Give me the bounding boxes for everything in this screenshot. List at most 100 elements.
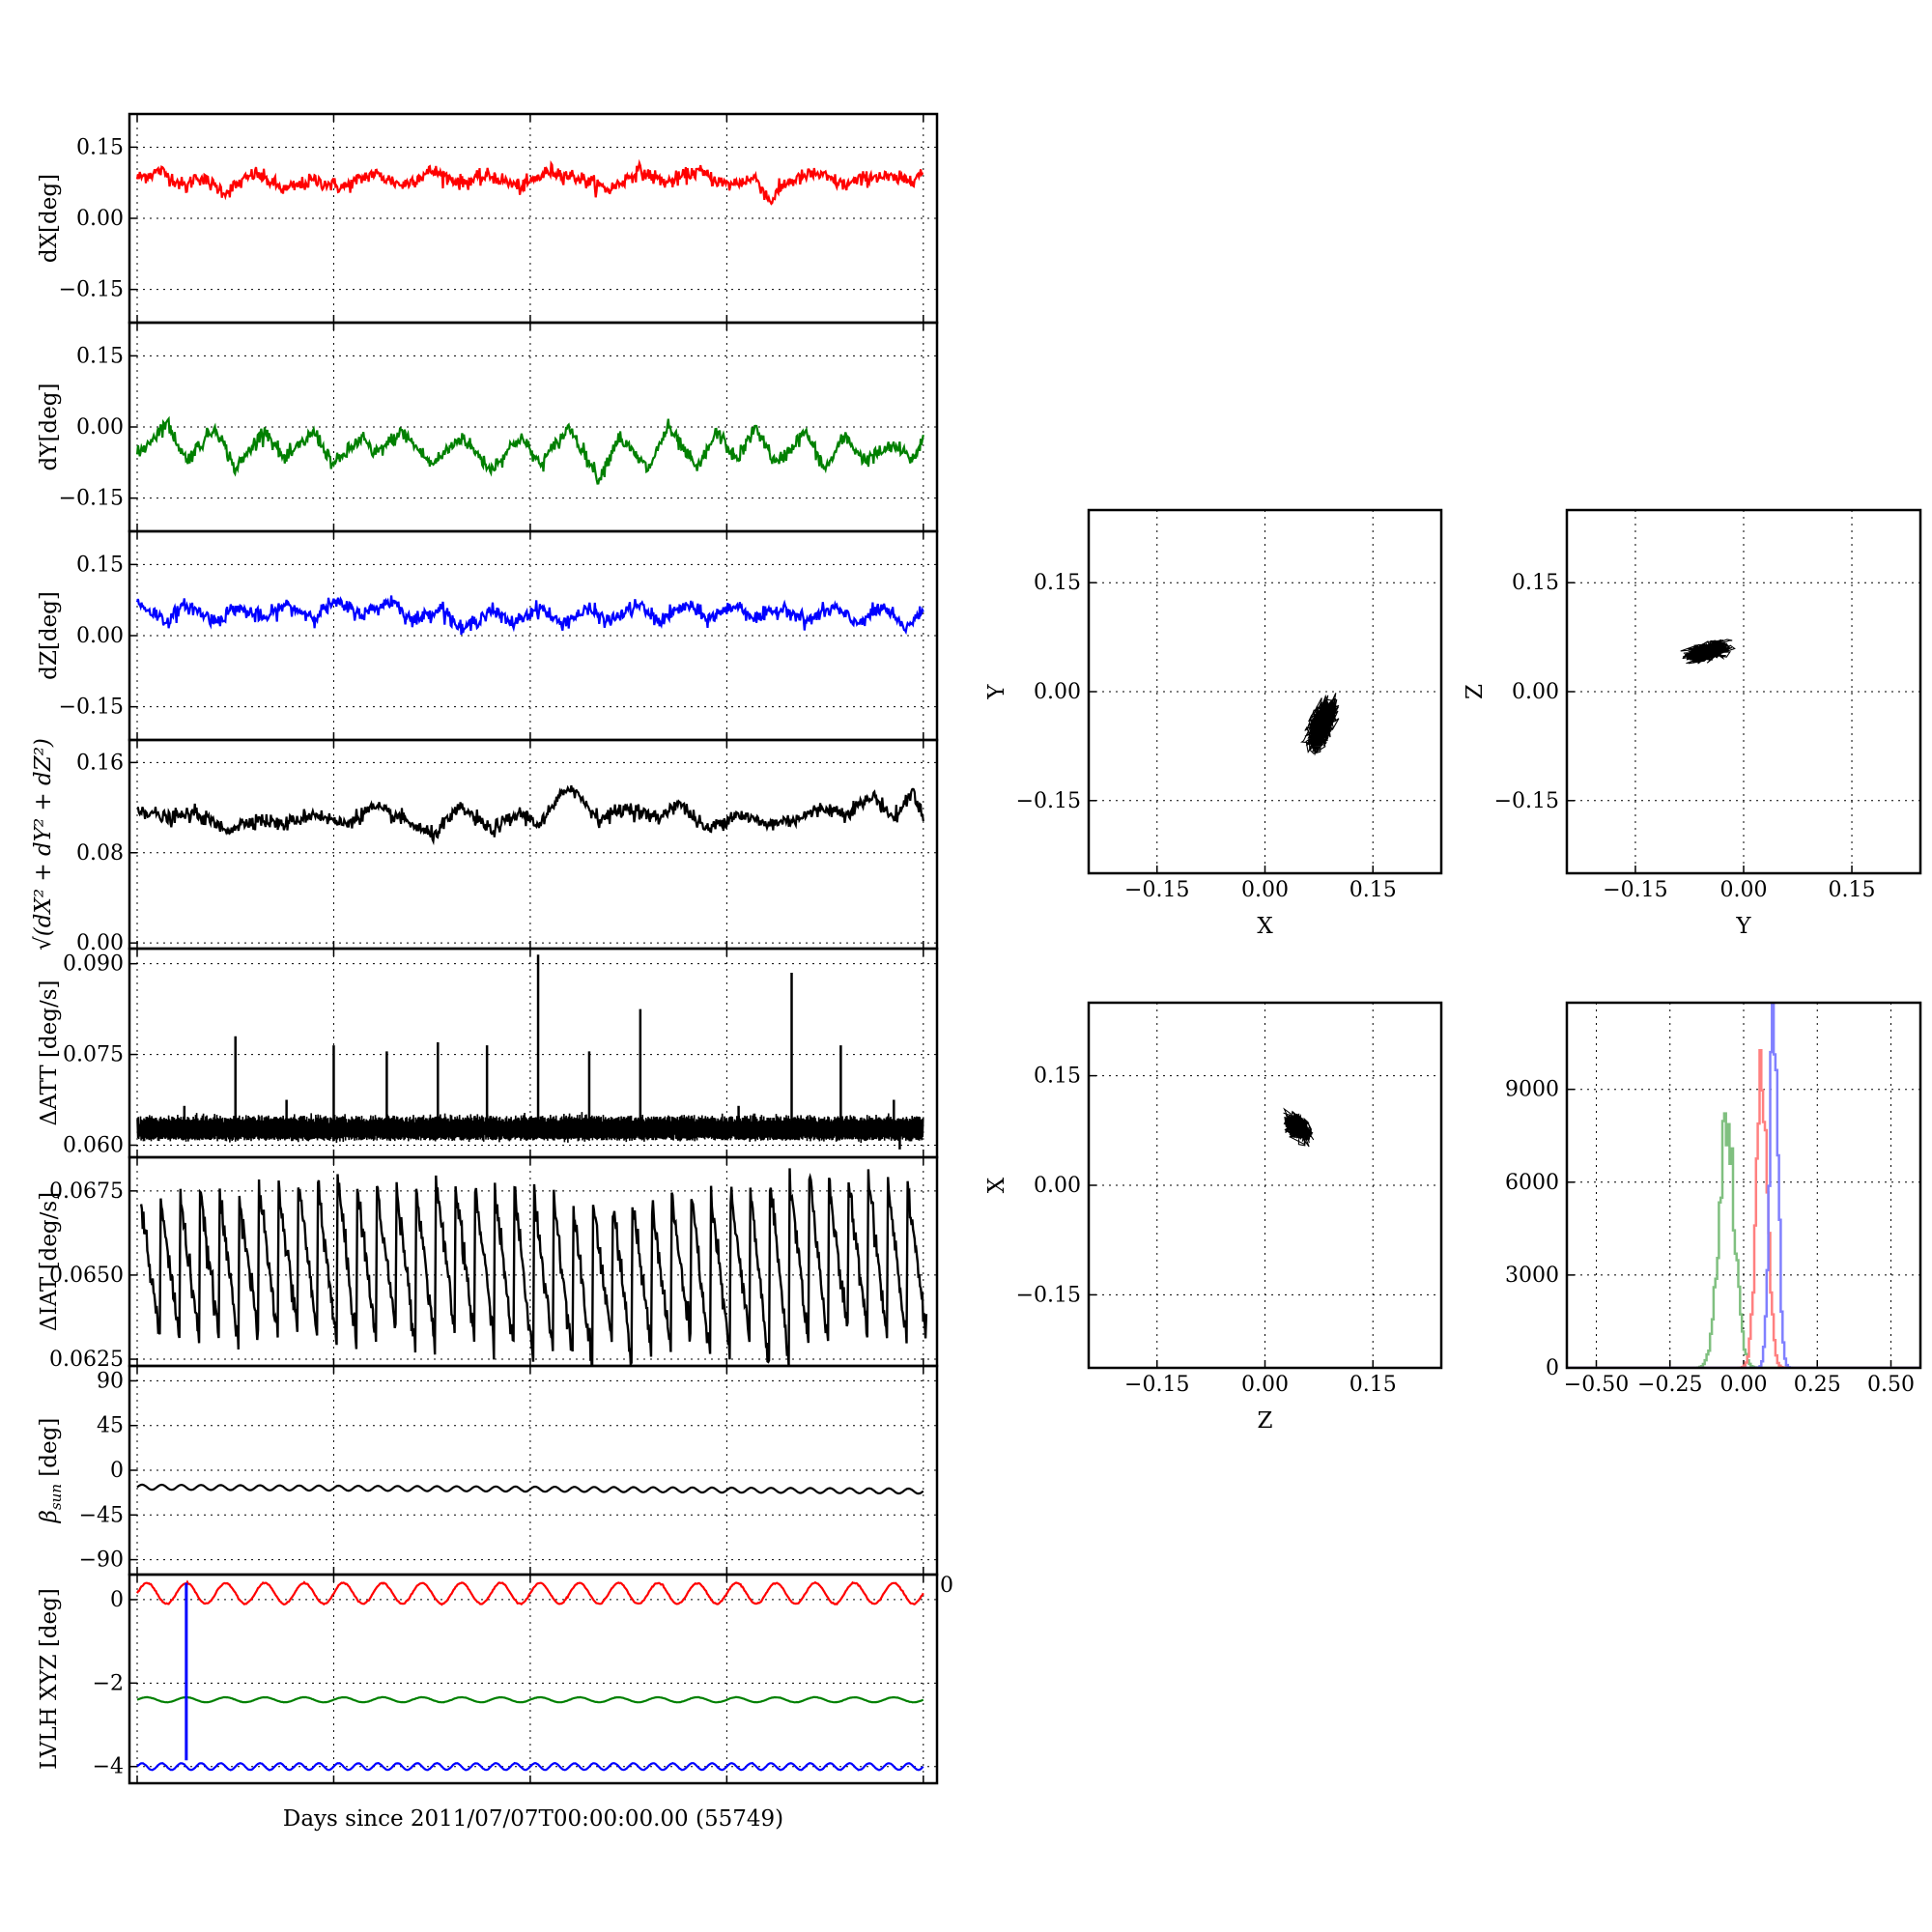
y-tick-label: −4: [93, 1755, 124, 1779]
data-dy: [135, 415, 924, 485]
y-tick-label: 0.090: [63, 952, 124, 977]
axes-frame: [128, 738, 939, 951]
hist-hist_green: [1567, 1112, 1920, 1368]
y-tick-label: 45: [97, 1414, 124, 1438]
y-axis-label: ΔATT [deg/s]: [37, 980, 62, 1126]
y-axis-label: ΔIAT [deg/s]: [37, 1192, 62, 1331]
y-tick-label: 0.15: [1512, 571, 1559, 595]
y-tick-label: 0.0675: [49, 1179, 124, 1204]
data-zx: [1283, 1107, 1315, 1148]
x-tick-label: 0.15: [1350, 878, 1397, 902]
y-tick-label: 3000: [1505, 1264, 1559, 1288]
y-tick-label: 0.15: [76, 135, 124, 159]
y-tick-label: 0.00: [1034, 1174, 1081, 1198]
axes-frame: [128, 321, 939, 533]
y-axis-label: βsun [deg]: [37, 1418, 65, 1524]
y-tick-label: 6000: [1505, 1171, 1559, 1195]
data-beta: [136, 1483, 924, 1495]
x-tick-label: 0.50: [1867, 1373, 1915, 1397]
data-diat: [139, 1168, 928, 1366]
trajectory: [1283, 1107, 1315, 1148]
series-line: [135, 595, 924, 636]
axes-frame: [128, 1573, 939, 1785]
trajectory: [1680, 639, 1736, 665]
series-line: [135, 415, 924, 485]
x-tick-label: 0.00: [1720, 1373, 1768, 1397]
right-tick-label: 0: [940, 1574, 953, 1598]
series-line-red: [136, 1579, 924, 1606]
data-xy: [1300, 693, 1340, 756]
y-tick-label: 0.00: [76, 415, 124, 440]
panel-diat: 0.0675 0.0650 0.0625 ΔIAT [deg/s]: [37, 1155, 939, 1372]
y-tick-label: 90: [97, 1369, 124, 1393]
axes-frame: [128, 1364, 939, 1577]
y-axis-label: dY[deg]: [37, 384, 62, 471]
y-tick-label: −0.15: [59, 487, 124, 511]
x-tick-label: −0.15: [1124, 1373, 1189, 1397]
y-tick-label: 0.16: [76, 751, 124, 775]
y-tick-label: 0.00: [76, 931, 124, 955]
y-tick-label: −90: [79, 1548, 124, 1573]
x-axis-label: X: [1257, 914, 1273, 939]
x-tick-label: 0.15: [1829, 878, 1876, 902]
y-tick-label: 0: [110, 1459, 124, 1483]
panel-xy: −0.15 0.00 0.15 −0.15 0.00 0.15 X Y: [984, 508, 1443, 939]
axes-frame: [128, 529, 939, 742]
data-lvlh: [136, 1579, 924, 1772]
axes-frame: [128, 112, 939, 325]
y-tick-label: −0.15: [1494, 789, 1559, 813]
y-tick-label: −0.15: [1016, 1283, 1081, 1307]
panel-dx: 0.15 0.00 −0.15 dX[deg]: [37, 112, 939, 325]
data-dx: [135, 158, 923, 206]
x-tick-label: 0.25: [1794, 1373, 1841, 1397]
hist-hist_blue: [1567, 1003, 1920, 1368]
data-yz: [1680, 639, 1736, 665]
y-tick-label: −0.15: [59, 696, 124, 720]
y-tick-label: −45: [79, 1503, 124, 1527]
y-axis-label: X: [984, 1177, 1009, 1193]
axes-frame: [1087, 1001, 1443, 1370]
y-axis-label: dZ[deg]: [37, 591, 62, 680]
axes-frame: [1565, 508, 1922, 875]
x-tick-label: 0.00: [1720, 878, 1768, 902]
x-tick-label: 0.00: [1241, 878, 1289, 902]
x-axis-label: Days since 2011/07/07T00:00:00.00 (55749…: [283, 1806, 783, 1832]
x-tick-label: −0.15: [1603, 878, 1667, 902]
y-tick-label: 0.00: [76, 624, 124, 648]
y-tick-label: 0.0650: [49, 1264, 124, 1288]
y-tick-label: −2: [93, 1671, 124, 1695]
y-tick-label: 0.0625: [49, 1348, 124, 1372]
panel-lvlh: 0 −2 −4 0 LVLH XYZ [deg] Days since 2011/07/0…: [37, 1573, 953, 1832]
panel-beta: 90 45 0 −45 −90 βsun [deg]: [37, 1364, 939, 1577]
series-line: [135, 158, 923, 206]
y-tick-label: 0.15: [1034, 1065, 1081, 1089]
x-axis-label: Z: [1258, 1408, 1273, 1434]
y-axis-label: √(dX² + dY² + dZ²): [31, 738, 56, 951]
data-hist: [1567, 1003, 1920, 1368]
x-axis-label: Y: [1735, 914, 1751, 939]
axes-frame: [1565, 1001, 1922, 1370]
y-tick-label: 0: [110, 1588, 124, 1612]
x-tick-label: −0.25: [1637, 1373, 1702, 1397]
y-tick-label: 0.15: [76, 344, 124, 368]
y-tick-label: 0.15: [1034, 571, 1081, 595]
y-axis-label: Z: [1463, 684, 1488, 699]
x-tick-label: −0.50: [1564, 1373, 1629, 1397]
y-axis-label: LVLH XYZ [deg]: [37, 1588, 62, 1770]
series-line: [136, 1112, 924, 1144]
y-tick-label: 0: [1546, 1356, 1559, 1380]
y-tick-label: −0.15: [1016, 789, 1081, 813]
series-line-blue: [136, 1761, 924, 1772]
y-tick-label: 0.060: [63, 1133, 124, 1157]
x-tick-label: 0.00: [1241, 1373, 1289, 1397]
data-datt: [136, 954, 924, 1150]
x-tick-label: 0.15: [1350, 1373, 1397, 1397]
panel-yz: −0.15 0.00 0.15 −0.15 0.00 0.15 Y Z: [1463, 508, 1922, 939]
y-tick-label: 0.00: [76, 207, 124, 231]
panel-zx: −0.15 0.00 0.15 −0.15 0.00 0.15 Z X: [984, 1001, 1443, 1434]
y-tick-label: 0.08: [76, 841, 124, 866]
y-axis-label: Y: [984, 684, 1009, 700]
series-line: [136, 784, 924, 846]
